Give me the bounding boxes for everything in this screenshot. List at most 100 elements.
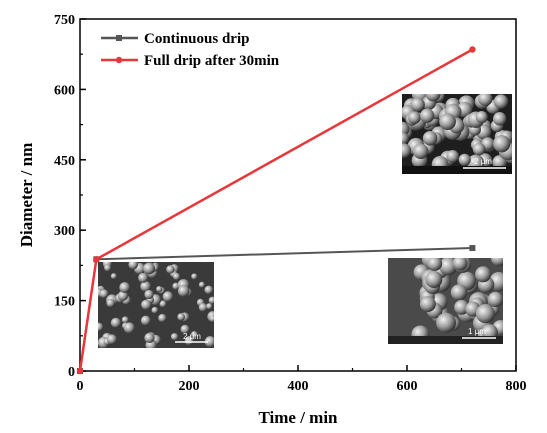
x-axis: 0 200 400 600 800 — [77, 365, 527, 394]
y-tick-label: 600 — [54, 83, 75, 98]
particle — [419, 295, 436, 312]
particle — [439, 258, 458, 276]
legend-label-continuous: Continuous drip — [144, 31, 249, 47]
y-axis: 0 150 300 450 600 750 — [54, 13, 86, 380]
legend-marker-square — [116, 35, 122, 41]
series-layer — [76, 46, 476, 375]
particle — [162, 291, 174, 302]
particle — [156, 286, 163, 293]
data-point — [469, 46, 476, 53]
particle — [166, 265, 175, 274]
particle — [204, 336, 214, 348]
particle — [439, 113, 456, 130]
particle — [206, 303, 213, 310]
particle — [420, 108, 435, 123]
particle — [170, 333, 179, 341]
particle — [427, 258, 443, 271]
particle — [172, 272, 181, 281]
particle — [138, 272, 149, 283]
sem-inset-continuous: 1 μm — [388, 258, 503, 344]
particle — [123, 322, 135, 334]
x-axis-title: Time / min — [258, 408, 338, 427]
particle — [475, 266, 492, 283]
particle — [128, 262, 139, 270]
particle — [410, 97, 425, 112]
x-tick-label: 0 — [77, 379, 84, 394]
scale-bar-label: 1 μm — [468, 327, 486, 336]
x-tick-label: 800 — [506, 379, 527, 394]
particle — [472, 142, 486, 156]
y-axis-title: Diameter / nm — [17, 143, 36, 248]
particle — [450, 284, 468, 301]
particle — [184, 336, 194, 346]
legend: Continuous drip Full drip after 30min — [101, 31, 280, 69]
x-tick-label: 600 — [397, 379, 418, 394]
particle — [402, 143, 412, 158]
particle — [209, 315, 214, 323]
particle — [159, 300, 167, 308]
particle — [475, 110, 488, 124]
y-tick-label: 450 — [54, 154, 75, 169]
particle — [478, 94, 493, 106]
particle — [119, 282, 131, 293]
particle — [446, 150, 459, 163]
particle — [493, 135, 511, 153]
particle — [121, 316, 129, 324]
sem-inset-early: 2 μm — [98, 262, 214, 348]
particle — [158, 313, 167, 323]
data-point — [93, 256, 100, 263]
scale-bar-label: 2 μm — [474, 157, 492, 166]
particle — [422, 131, 438, 146]
particle — [454, 299, 470, 315]
particle — [198, 281, 206, 288]
particle — [144, 289, 154, 300]
data-point — [469, 245, 476, 252]
particle — [425, 94, 441, 102]
particle — [493, 94, 509, 109]
legend-marker-circle — [115, 56, 123, 64]
particle — [492, 155, 507, 170]
particle — [141, 299, 152, 310]
y-tick-label: 0 — [68, 365, 75, 380]
particle — [436, 312, 457, 333]
data-point — [76, 367, 84, 375]
particle — [198, 303, 208, 312]
particle — [190, 331, 198, 338]
particle — [475, 304, 496, 324]
particle — [110, 273, 117, 280]
sem-inset-full-drip: 2 μm — [402, 94, 512, 174]
legend-label-full-drip: Full drip after 30min — [144, 53, 280, 69]
y-tick-label: 750 — [54, 13, 75, 28]
particle — [106, 298, 115, 308]
particle — [151, 306, 159, 314]
particle — [180, 324, 190, 334]
particle — [144, 332, 155, 344]
particle — [490, 258, 503, 267]
particle — [208, 296, 214, 305]
particle — [412, 143, 429, 160]
particle — [104, 264, 112, 272]
particle — [408, 111, 421, 124]
particle — [98, 322, 104, 332]
particle — [177, 285, 190, 297]
scale-bar-label: 2 μm — [183, 332, 201, 341]
particle — [458, 153, 471, 166]
x-tick-label: 400 — [288, 379, 309, 394]
particle — [143, 262, 155, 275]
y-tick-label: 300 — [54, 224, 75, 239]
particle — [99, 289, 109, 299]
particle — [140, 315, 151, 326]
particle — [204, 285, 214, 295]
particle — [191, 273, 198, 280]
particle — [492, 112, 507, 126]
particle — [140, 281, 151, 292]
y-tick-label: 150 — [54, 295, 75, 310]
particle — [452, 258, 468, 271]
particle — [177, 313, 185, 321]
particle — [117, 290, 129, 301]
x-tick-label: 200 — [179, 379, 200, 394]
particle — [402, 132, 409, 145]
particle — [110, 317, 122, 328]
particle — [106, 334, 117, 345]
